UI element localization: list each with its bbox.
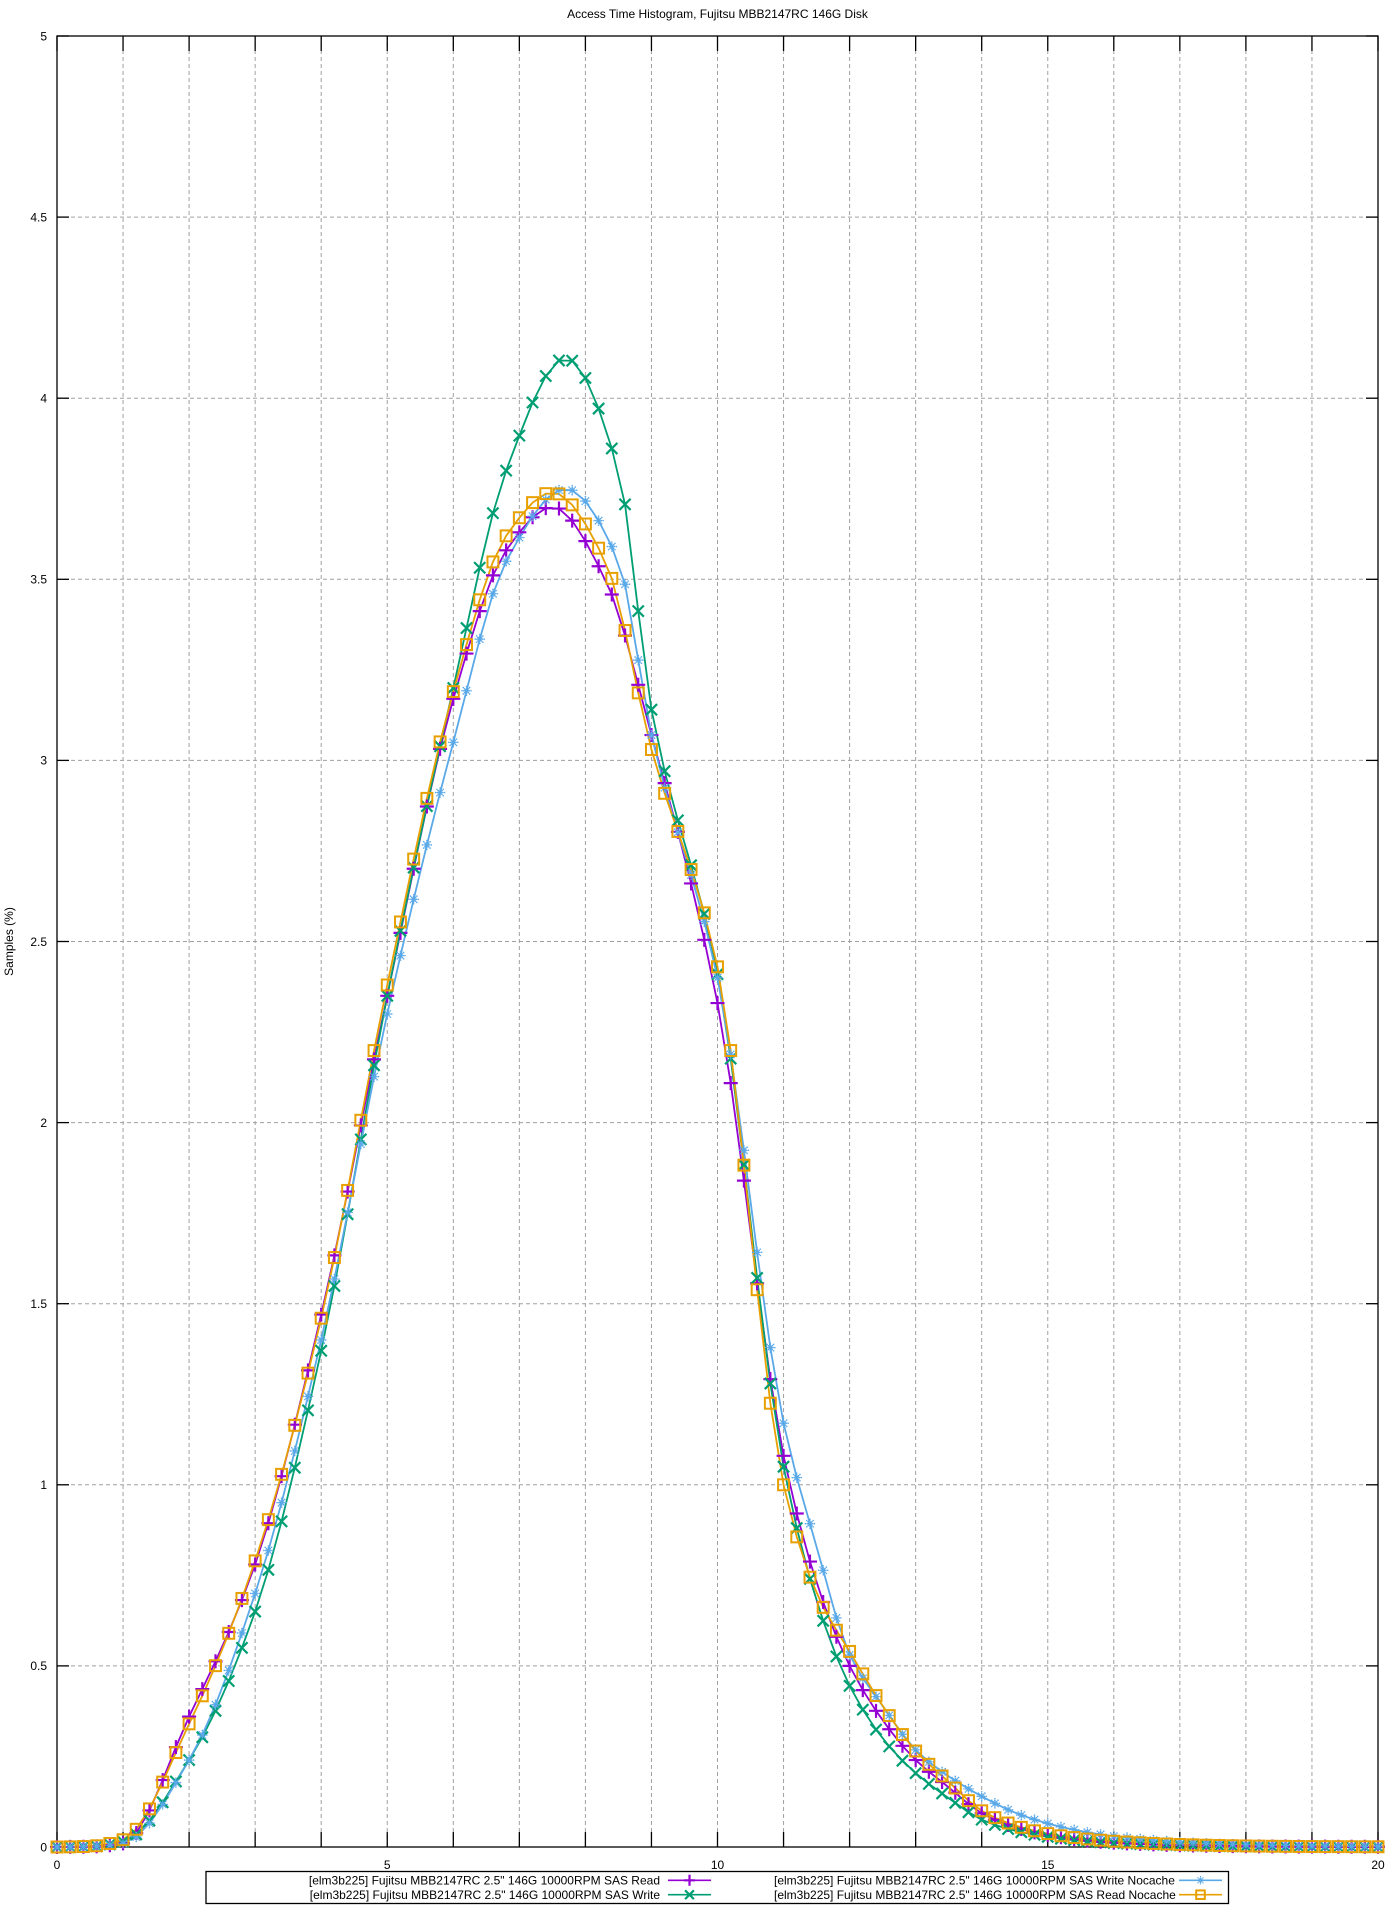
- svg-text:4.5: 4.5: [30, 210, 47, 224]
- svg-text:5: 5: [384, 1858, 391, 1872]
- svg-text:[elm3b225] Fujitsu MBB2147RC 2: [elm3b225] Fujitsu MBB2147RC 2.5" 146G 1…: [774, 1888, 1176, 1902]
- svg-text:0: 0: [40, 1840, 47, 1854]
- svg-text:5: 5: [40, 29, 47, 43]
- svg-text:Access Time Histogram, Fujitsu: Access Time Histogram, Fujitsu MBB2147RC…: [567, 7, 869, 21]
- svg-text:[elm3b225] Fujitsu MBB2147RC 2: [elm3b225] Fujitsu MBB2147RC 2.5" 146G 1…: [309, 1874, 660, 1888]
- svg-text:1.5: 1.5: [30, 1297, 47, 1311]
- svg-text:3: 3: [40, 754, 47, 768]
- svg-text:0.5: 0.5: [30, 1659, 47, 1673]
- svg-text:2: 2: [40, 1116, 47, 1130]
- svg-text:4: 4: [40, 392, 47, 406]
- svg-text:20: 20: [1371, 1858, 1385, 1872]
- svg-text:0: 0: [54, 1858, 61, 1872]
- svg-text:2.5: 2.5: [30, 935, 47, 949]
- svg-text:Samples (%): Samples (%): [2, 907, 16, 976]
- svg-text:15: 15: [1041, 1858, 1055, 1872]
- svg-text:3.5: 3.5: [30, 573, 47, 587]
- svg-text:[elm3b225] Fujitsu MBB2147RC 2: [elm3b225] Fujitsu MBB2147RC 2.5" 146G 1…: [310, 1888, 661, 1902]
- svg-text:[elm3b225] Fujitsu MBB2147RC 2: [elm3b225] Fujitsu MBB2147RC 2.5" 146G 1…: [774, 1874, 1175, 1888]
- svg-text:1: 1: [40, 1478, 47, 1492]
